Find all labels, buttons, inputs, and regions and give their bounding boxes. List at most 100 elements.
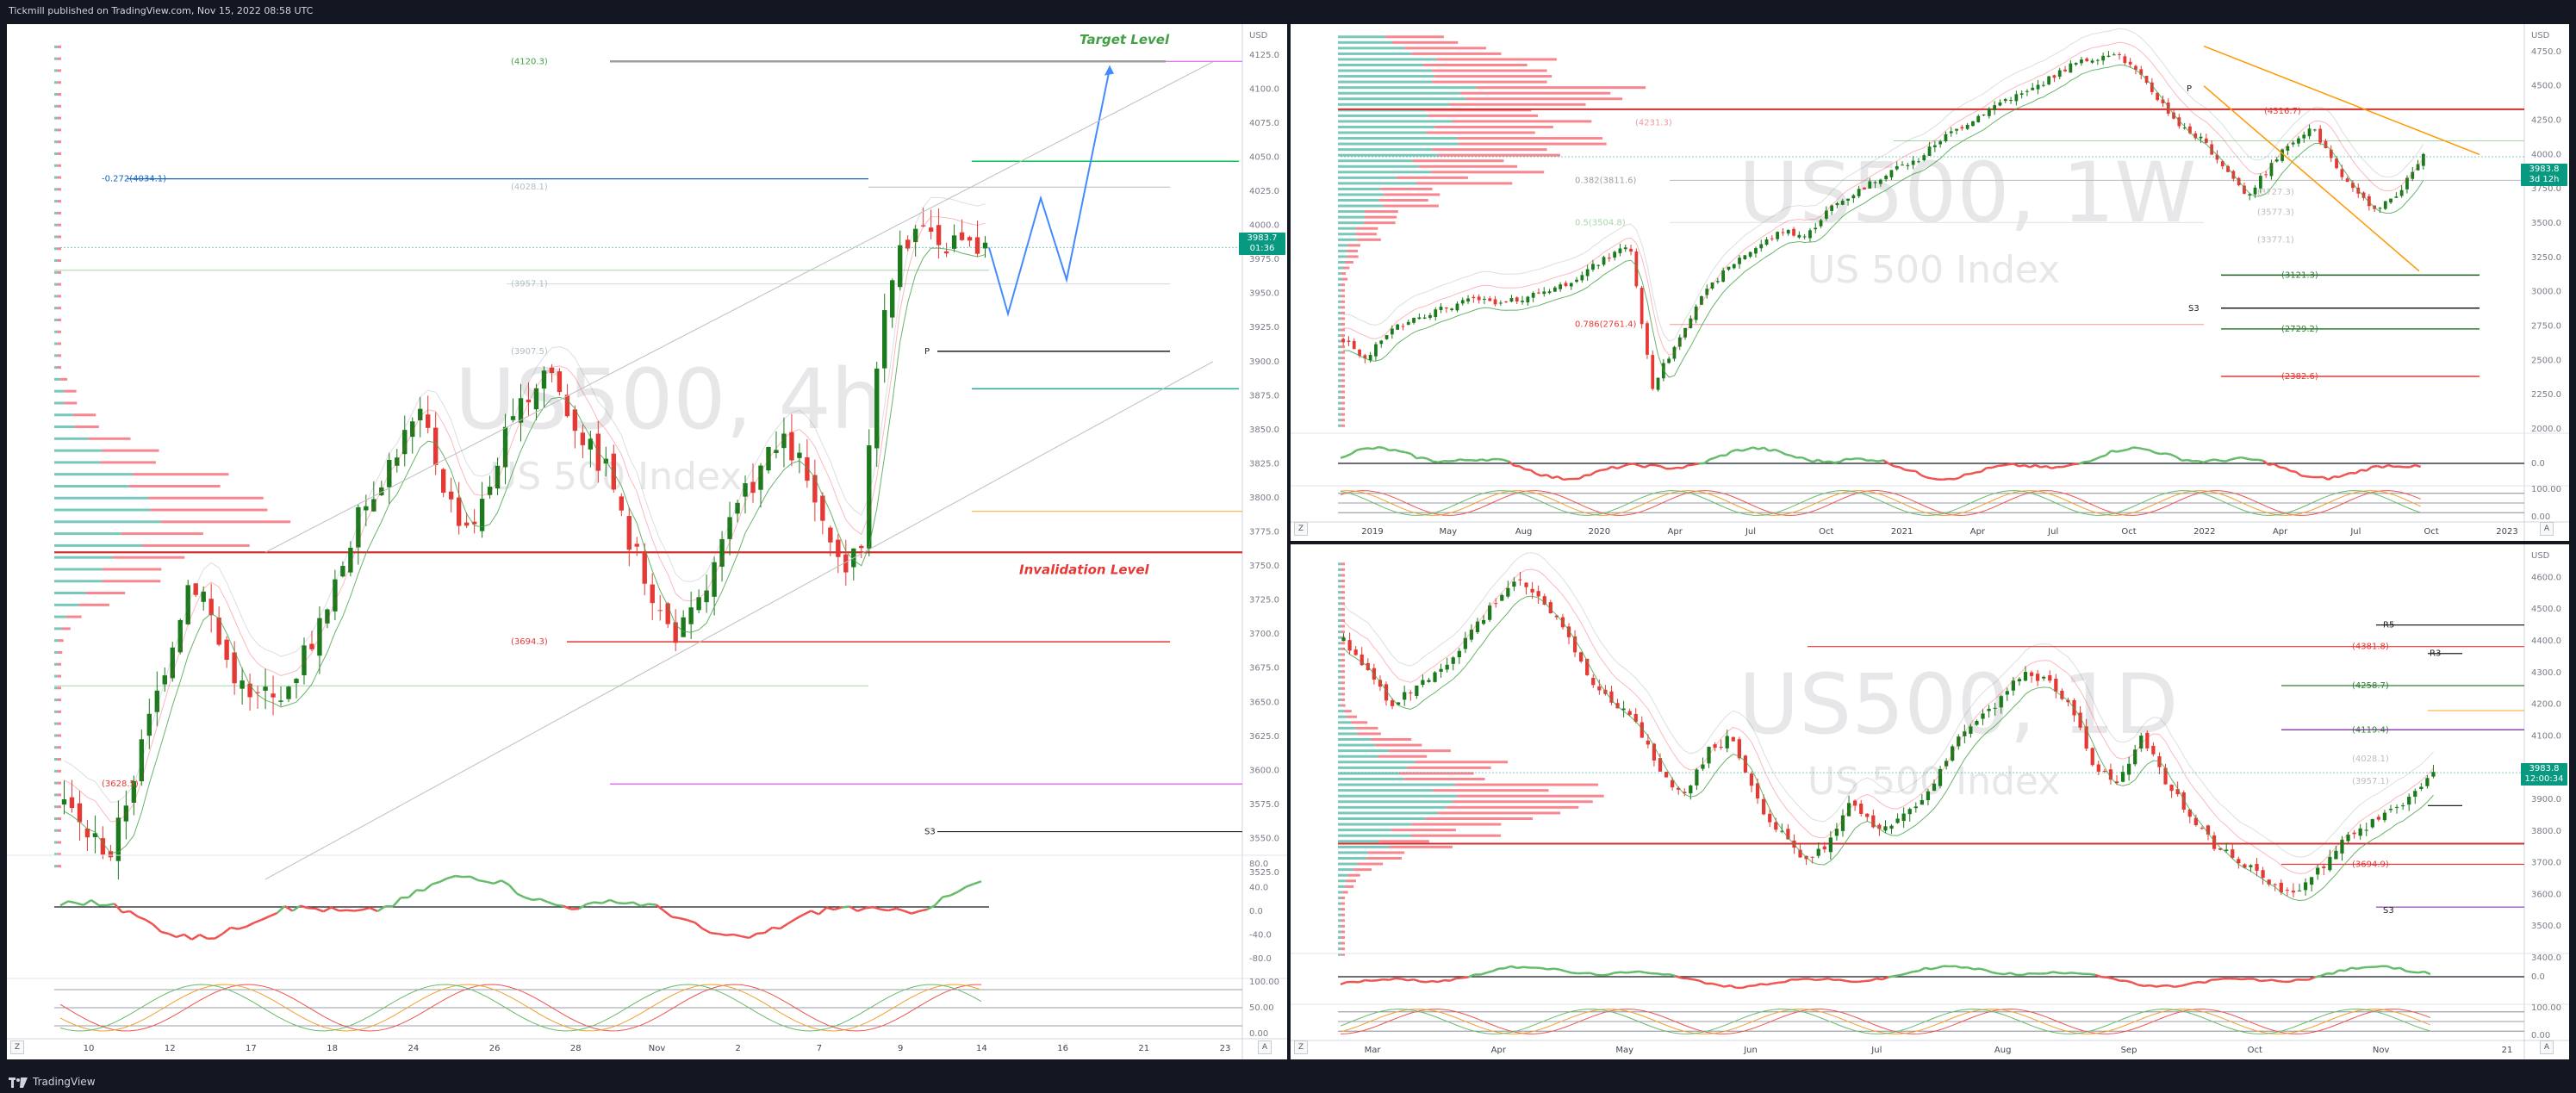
volume-profile-bar [1403,778,1485,780]
oscillator-line [1547,967,1554,971]
candle-body [2048,674,2052,681]
volume-profile-bar [1341,306,1345,309]
candle-body [1434,309,1438,317]
volume-profile-bar [1351,721,1368,724]
volume-profile-bar [1338,114,1428,117]
chart-panel-1d[interactable]: US500, 1D US 500 Index 4600.0 4500.0 4400.… [1291,544,2569,1059]
oscillator-line [1503,458,1509,463]
oscillator-line [1383,446,1391,452]
oscillator-axis-label: 0.0 [1249,907,1263,916]
level-label: (4316.7) [2264,107,2301,116]
oscillator-line [2344,966,2352,972]
oscillator-line [1519,465,1526,471]
candle-body [1865,813,1870,817]
oscillator-line [2019,463,2025,468]
candle-body [1671,779,1675,788]
volume-profile-bar [1338,91,1461,95]
candle-body [1944,761,1949,767]
chart-1d[interactable]: 4600.04500.04400.04300.04200.04100.04000… [1291,544,2569,1059]
time-axis-label: Apr [1491,1046,1507,1055]
oscillator-line [1991,464,1998,469]
price-axis-label: 3800.0 [1249,494,1279,503]
candle-body [61,799,67,805]
volume-profile-bar [54,128,58,132]
candle-body [2003,99,2007,102]
oscillator-line [1953,476,1960,481]
oscillator-line [2300,475,2307,478]
volume-profile-bar [1434,125,1553,128]
oscillator-line [2338,474,2345,479]
oscillator-line [2013,463,2020,468]
oscillator-line [2411,971,2418,974]
chart-4h[interactable]: 4125.0 4100.0 4075.0 4050.0 4025.0 4000.0 3975… [7,24,1287,1059]
volume-profile-bar [54,829,58,832]
oscillator-line [2078,461,2085,465]
volume-profile-bar [1452,120,1592,123]
auto-scale-button[interactable]: Z [1294,1040,1308,1054]
auto-button[interactable]: A [2540,1040,2554,1054]
candle-body [1591,264,1595,270]
volume-profile-bar [1371,738,1412,741]
chart-panel-4h[interactable]: US500, 4h US 500 Index 4125.0 4100.0 4075.… [7,24,1287,1059]
oscillator-line [632,901,642,907]
candle-body [364,506,369,511]
volume-profile-bar [58,650,63,654]
candle-body [774,450,779,453]
volume-profile-bar [1341,953,1345,956]
volume-profile-bar [1338,699,1341,701]
candle-body [1938,768,1943,786]
candle-body [1509,298,1514,302]
oscillator-line [694,922,704,930]
candle-body [2318,128,2323,143]
oscillator-line [339,909,347,912]
oscillator-line [1606,465,1613,471]
volume-profile-bar [148,496,264,500]
candle-body [1585,658,1590,675]
volume-profile-bar [1338,868,1353,872]
level-label: (4028.1) [2352,755,2389,764]
oscillator-line [1552,475,1559,480]
invalidation-level-label: Invalidation Level [1019,562,1150,577]
volume-profile-bar [1338,936,1341,939]
volume-profile-bar [1460,91,1611,95]
candle-body [278,700,283,702]
auto-scale-button[interactable]: Z [1294,522,1308,536]
candle-body [1360,654,1364,666]
volume-profile-bar [1338,743,1376,747]
oscillator-line [1362,447,1368,450]
candle-body [1971,121,1975,127]
volume-profile-bar [1338,384,1341,388]
volume-profile-bar [57,307,61,310]
time-axis-label: Sep [2121,1046,2137,1055]
time-axis-label: Oct [2424,527,2439,537]
auto-button[interactable]: A [1258,1040,1272,1054]
candle-body [2382,812,2387,821]
level-label: S3 [924,828,936,837]
volume-profile-bar [1338,317,1341,320]
auto-button[interactable]: A [2540,522,2554,536]
candle-body [2172,112,2175,119]
currency-label: USD [2531,551,2550,561]
chart-1w[interactable]: 4750.0 4500.0 4250.0 4000.0 3750.0 3500.0 3250… [1291,24,2569,541]
candle-body [1764,239,1769,245]
auto-scale-button[interactable]: Z [10,1040,24,1054]
candle-body [1554,615,1559,618]
oscillator-line [322,906,333,913]
oscillator-line [1510,965,1518,970]
oscillator-line [1497,457,1504,462]
chart-panel-1w[interactable]: US500, 1W US 500 Index 4750.0 4500.0 4250.… [1291,24,2569,541]
indicator-line [1343,28,2424,342]
volume-profile-bar [1389,845,1453,848]
footer-bar: TradingView [0,1071,2576,1093]
candle-body [1634,252,1639,287]
candle-body [123,805,129,822]
volume-profile-bar [1338,580,1341,582]
price-axis-label: 4200.0 [2531,700,2561,710]
price-axis-label: 3750.0 [2531,184,2561,194]
candle-body [1530,588,1534,593]
candle-body [1701,764,1705,769]
candle-body [549,367,555,374]
oscillator-line [887,907,897,912]
volume-profile-bar [1341,413,1345,416]
volume-profile-bar [1338,891,1343,894]
